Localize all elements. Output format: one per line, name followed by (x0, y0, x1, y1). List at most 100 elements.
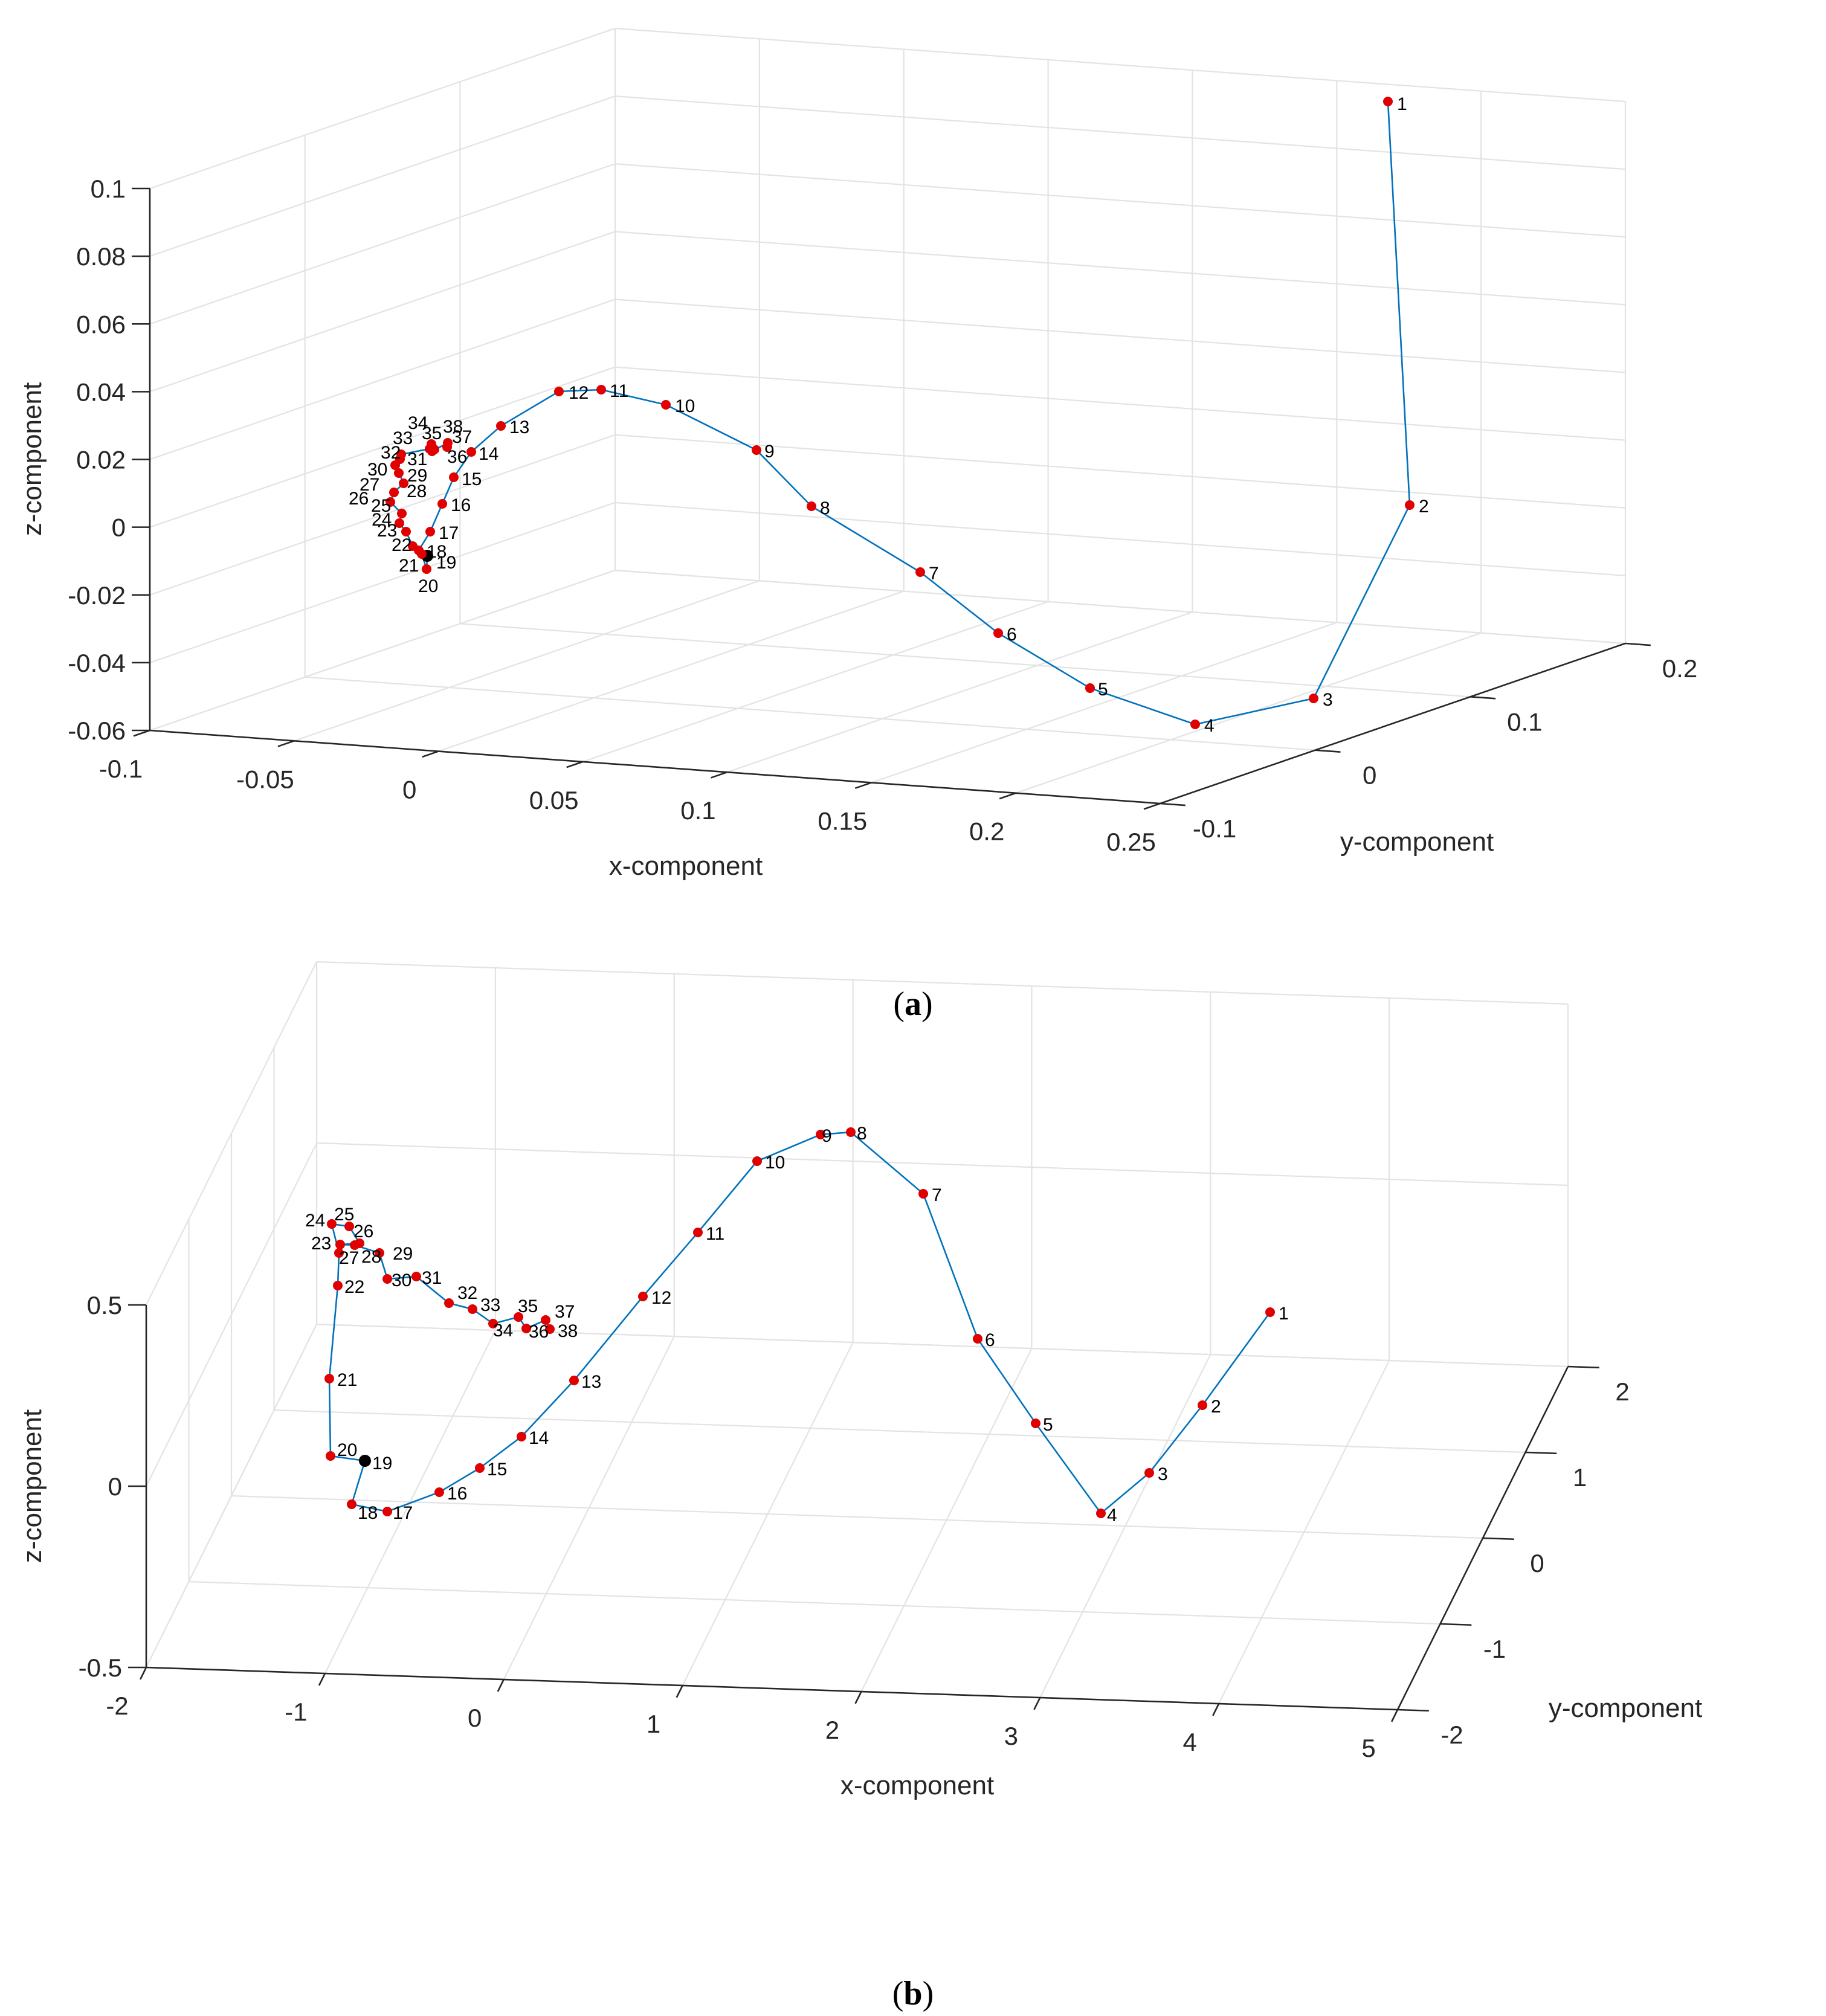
point-label-17: 17 (439, 523, 459, 543)
data-point-34 (488, 1319, 498, 1328)
data-point-21 (324, 1374, 334, 1383)
data-point-8 (807, 501, 816, 511)
data-point-1 (1265, 1307, 1275, 1317)
point-label-30: 30 (367, 460, 387, 480)
point-label-35: 35 (518, 1296, 538, 1316)
x-tick-label: 4 (1182, 1728, 1196, 1756)
data-point-25 (344, 1222, 354, 1231)
data-point-3 (1309, 694, 1318, 703)
data-point-25 (397, 509, 407, 518)
grid-line (615, 298, 1626, 373)
point-label-4: 4 (1204, 716, 1215, 736)
point-label-7: 7 (932, 1185, 942, 1205)
data-point-10 (661, 400, 671, 410)
point-label-36: 36 (447, 447, 467, 467)
x-tick (497, 1679, 505, 1692)
data-point-27 (389, 488, 399, 497)
point-label-10: 10 (765, 1153, 785, 1173)
grid-line (615, 569, 1626, 645)
data-point-12 (638, 1292, 648, 1301)
point-label-28: 28 (361, 1247, 381, 1267)
y-tick-label: -0.1 (1193, 814, 1236, 843)
point-label-35: 35 (422, 423, 442, 443)
grid-line (316, 961, 1569, 1005)
x-tick-label: -0.1 (99, 755, 143, 783)
z-axis-label: z-component (18, 1409, 47, 1563)
point-label-9: 9 (822, 1126, 832, 1146)
point-label-11: 11 (610, 381, 628, 401)
point-label-13: 13 (581, 1372, 601, 1392)
grid-line (149, 569, 616, 732)
x-tick-label: -2 (106, 1692, 128, 1720)
y-tick (1160, 802, 1186, 807)
grid-line (727, 611, 1193, 773)
data-point-5 (1031, 1419, 1040, 1428)
x-tick (711, 771, 727, 779)
y-axis (1160, 642, 1626, 805)
point-label-31: 31 (407, 449, 427, 469)
data-point-28 (399, 478, 408, 488)
point-label-20: 20 (418, 576, 438, 596)
x-tick-label: 0.2 (969, 817, 1004, 846)
data-point-5 (1085, 683, 1095, 693)
data-point-24 (395, 518, 404, 528)
point-label-22: 22 (392, 535, 411, 555)
panel-a-chart: -0.1 -0.05 0 0.05 0.1 0.15 0.2 0.25 -0.100.10.2-… (18, 27, 1697, 881)
point-label-37: 37 (452, 427, 472, 447)
grid-line (438, 590, 905, 752)
grid-line (274, 1409, 1526, 1454)
caption-b-letter: b (903, 1975, 922, 2012)
data-point-11 (596, 385, 606, 395)
data-point-10 (752, 1156, 762, 1166)
caption-a: (a) (893, 985, 932, 1023)
data-point-8 (846, 1127, 856, 1137)
data-point-20 (422, 564, 431, 574)
point-label-14: 14 (479, 444, 498, 464)
point-label-33: 33 (480, 1295, 500, 1315)
y-tick-label: -1 (1483, 1635, 1506, 1663)
data-point-38 (545, 1324, 555, 1334)
point-label-13: 13 (509, 417, 529, 437)
point-label-23: 23 (311, 1234, 331, 1254)
data-point-17 (425, 527, 435, 536)
point-label-24: 24 (305, 1211, 325, 1231)
point-label-30: 30 (392, 1270, 411, 1290)
y-tick (1397, 1708, 1429, 1712)
point-label-23: 23 (377, 521, 397, 541)
data-point-29 (394, 468, 404, 478)
data-point-7 (918, 1189, 928, 1199)
data-point-18 (347, 1499, 356, 1509)
data-point-20 (326, 1451, 335, 1461)
point-label-11: 11 (706, 1224, 724, 1244)
z-tick-label: 0 (112, 514, 126, 542)
x-tick (277, 740, 295, 747)
data-point-31 (411, 1272, 421, 1281)
grid-line (460, 623, 1471, 698)
x-tick-label: 5 (1361, 1734, 1375, 1762)
grid-line (615, 163, 1626, 238)
y-tick (1525, 1451, 1557, 1455)
panel-b-chart: -2 -1 0 1 2 3 4 5 -2-1012-0.500.5x-componenty-co… (18, 961, 1702, 1800)
z-tick-label: 0.1 (91, 175, 126, 203)
point-label-32: 32 (457, 1283, 477, 1303)
point-label-31: 31 (422, 1268, 442, 1288)
x-tick (1212, 1703, 1220, 1716)
data-point-27 (335, 1240, 345, 1249)
data-point-36 (427, 446, 437, 456)
data-point-38 (442, 442, 452, 452)
point-label-16: 16 (447, 1484, 467, 1504)
x-axis-label: x-component (840, 1771, 994, 1800)
x-tick (999, 792, 1016, 800)
point-label-5: 5 (1043, 1415, 1053, 1435)
point-label-17: 17 (393, 1503, 413, 1523)
data-point-37 (541, 1315, 550, 1325)
data-point-6 (973, 1334, 982, 1344)
x-tick-label: 0 (468, 1704, 482, 1732)
x-tick (854, 1691, 862, 1704)
data-point-26 (386, 497, 395, 507)
data-point-15 (475, 1463, 485, 1473)
point-label-25: 25 (334, 1205, 354, 1225)
x-tick-label: 3 (1004, 1722, 1018, 1750)
data-point-1 (1383, 97, 1393, 106)
